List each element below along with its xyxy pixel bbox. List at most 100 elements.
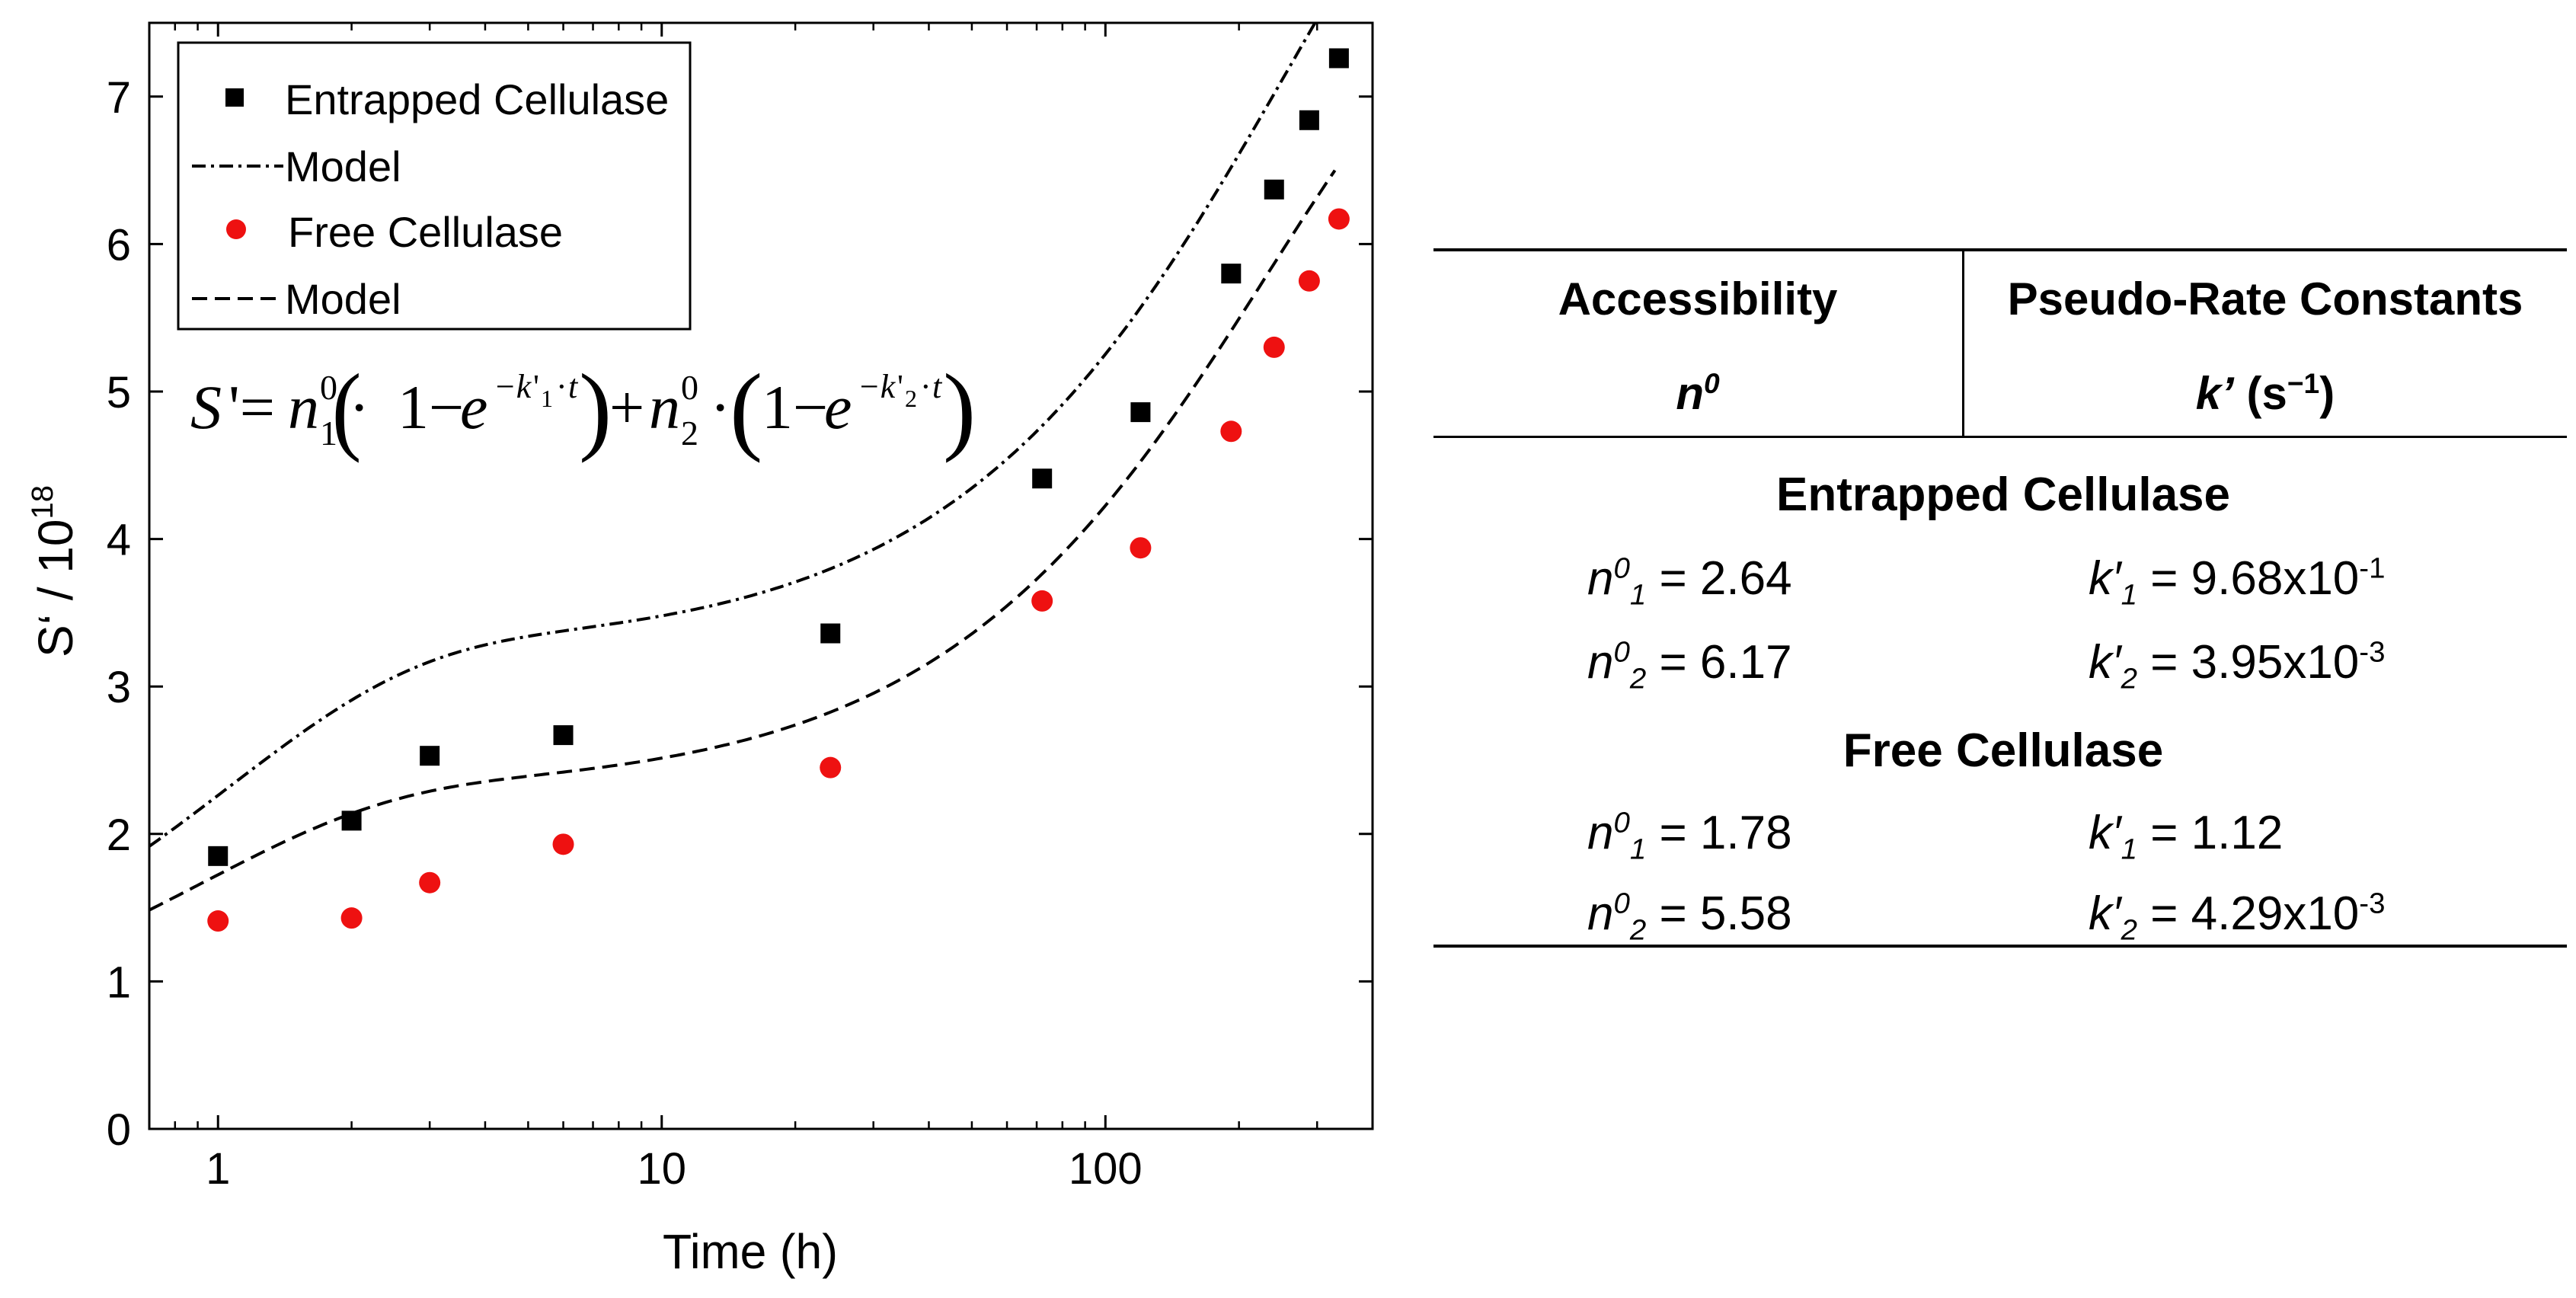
svg-text:·: · xyxy=(556,368,567,405)
table-column-divider xyxy=(1962,250,1964,437)
point-free-cellulase xyxy=(419,871,441,894)
point-entrapped-cellulase xyxy=(553,725,574,746)
svg-text:2: 2 xyxy=(905,385,917,412)
x-tick-label: 10 xyxy=(638,1144,687,1194)
point-entrapped-cellulase xyxy=(1299,110,1319,130)
header-accessibility: Accessibility xyxy=(1558,273,1838,324)
table-header-rule xyxy=(1433,436,2567,438)
y-axis-label-main: S‘ / 10 xyxy=(28,520,83,657)
y-tick-labels: 0 1 2 3 4 5 6 7 xyxy=(107,73,131,1155)
n-symbol: n xyxy=(1587,807,1614,859)
y-tick-label: 4 xyxy=(107,516,131,565)
n-sup: 0 xyxy=(1613,887,1630,920)
data-markers xyxy=(207,48,1350,932)
free-n1: n01 = 1.78 xyxy=(1587,806,1792,864)
y-tick-label: 1 xyxy=(107,958,131,1007)
free-k1: k′1 = 1.12 xyxy=(2089,806,2284,864)
svg-text:(: ( xyxy=(730,354,762,464)
y-axis-label: S‘ / 1018 xyxy=(26,485,83,657)
svg-text:2: 2 xyxy=(681,414,698,452)
svg-text:+: + xyxy=(609,372,644,442)
n-symbol: n xyxy=(1587,887,1614,940)
point-free-cellulase xyxy=(1263,336,1285,358)
k-value: = 9.68x10 xyxy=(2137,552,2360,605)
legend-label-model-2: Model xyxy=(285,275,401,323)
legend-label-entrapped: Entrapped Cellulase xyxy=(285,75,669,123)
point-entrapped-cellulase xyxy=(420,746,440,766)
svg-text:e: e xyxy=(460,372,487,442)
legend-marker-free xyxy=(226,219,246,239)
svg-text:·: · xyxy=(349,372,369,442)
k-symbol: k′ xyxy=(2089,636,2121,689)
svg-text:e: e xyxy=(824,372,852,442)
entrapped-n1: n01 = 2.64 xyxy=(1587,551,1792,609)
y-tick-label: 2 xyxy=(107,810,131,860)
x-axis-label: Time (h) xyxy=(663,1224,838,1279)
x-tick-labels: 1 10 100 xyxy=(206,1144,1143,1194)
svg-text:(: ( xyxy=(332,353,362,463)
point-entrapped-cellulase xyxy=(1130,402,1151,423)
point-free-cellulase xyxy=(1298,270,1320,292)
svg-text:1−: 1− xyxy=(762,372,828,442)
svg-text:0: 0 xyxy=(681,368,698,407)
header-unit-exp: −1 xyxy=(2287,367,2320,399)
svg-text:1−: 1− xyxy=(398,372,464,442)
entrapped-k1: k′1 = 9.68x10-1 xyxy=(2089,551,2385,609)
header-n-sup: 0 xyxy=(1703,367,1720,399)
point-free-cellulase xyxy=(1130,537,1152,559)
y-axis-label-exp: 18 xyxy=(26,485,59,520)
legend-marker-entrapped xyxy=(225,88,244,107)
point-entrapped-cellulase xyxy=(1328,48,1349,69)
svg-text:·: · xyxy=(710,372,730,442)
point-free-cellulase xyxy=(1328,208,1350,230)
n-sub: 2 xyxy=(1629,913,1647,947)
entrapped-n2: n02 = 6.17 xyxy=(1587,635,1792,693)
k-value: = 3.95x10 xyxy=(2137,636,2360,689)
svg-text:t: t xyxy=(568,368,579,405)
point-free-cellulase xyxy=(340,907,363,929)
k-value: = 1.12 xyxy=(2137,807,2284,859)
y-tick-label: 7 xyxy=(107,73,131,123)
point-free-cellulase xyxy=(820,756,842,778)
n-sup: 0 xyxy=(1613,806,1630,839)
n-value: = 5.58 xyxy=(1646,887,1792,940)
k-symbol: k′ xyxy=(2089,807,2121,859)
svg-text:S: S xyxy=(190,372,222,442)
legend-box xyxy=(177,41,692,331)
n-symbol: n xyxy=(1587,636,1614,689)
n-sub: 1 xyxy=(1629,833,1647,866)
free-n2: n02 = 5.58 xyxy=(1587,887,1792,945)
header-accessibility-symbol: n0 xyxy=(1433,367,1962,420)
point-free-cellulase xyxy=(552,833,574,855)
svg-text:'=: '= xyxy=(229,372,275,442)
svg-text:t: t xyxy=(932,368,943,405)
point-entrapped-cellulase xyxy=(1221,264,1242,284)
k-sub: 1 xyxy=(2121,578,2137,612)
svg-text:': ' xyxy=(533,368,539,405)
header-unit-open: (s xyxy=(2233,368,2287,419)
n-value: = 1.78 xyxy=(1646,807,1792,859)
n-sup: 0 xyxy=(1613,551,1630,585)
k-sub: 2 xyxy=(2121,662,2137,695)
model-equation: S '= n 1 0 · ( 1− e −k ' 1 · t ) + n 2 0… xyxy=(190,353,976,464)
point-entrapped-cellulase xyxy=(820,623,841,644)
svg-text:−k: −k xyxy=(494,368,532,405)
y-tick-label: 0 xyxy=(107,1105,131,1155)
point-free-cellulase xyxy=(1220,420,1242,443)
y-tick-label: 5 xyxy=(107,368,131,417)
y-tick-label: 3 xyxy=(107,663,131,712)
svg-text:n: n xyxy=(288,372,319,442)
x-tick-label: 100 xyxy=(1069,1144,1143,1194)
point-entrapped-cellulase xyxy=(1264,179,1284,200)
svg-text:·: · xyxy=(920,368,932,405)
k-value: = 4.29x10 xyxy=(2137,887,2360,940)
entrapped-k2: k′2 = 3.95x10-3 xyxy=(2089,635,2385,693)
k-sub: 2 xyxy=(2121,913,2137,947)
table-top-rule xyxy=(1433,248,2567,251)
n-symbol: n xyxy=(1587,552,1614,605)
model-curve-entrapped xyxy=(149,23,1317,848)
header-unit-close: ) xyxy=(2319,368,2335,419)
svg-text:): ) xyxy=(943,354,976,464)
svg-text:': ' xyxy=(897,368,903,405)
